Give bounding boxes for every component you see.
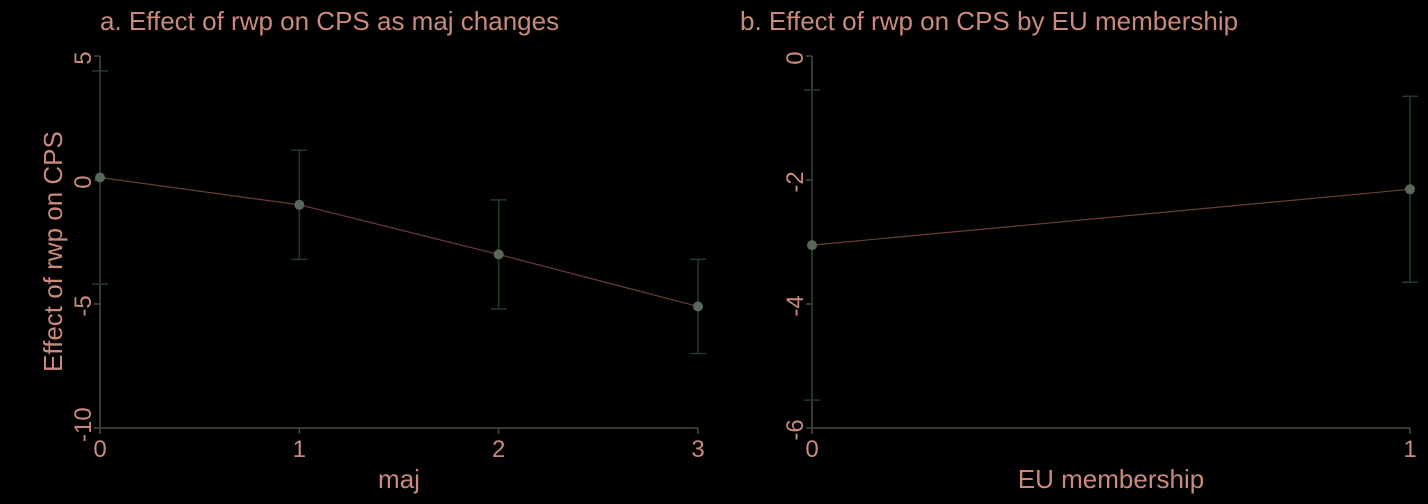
panel-title-a: a. Effect of rwp on CPS as maj changes [100, 6, 559, 37]
x-tick-label: 0 [80, 436, 120, 464]
plot-area-a [100, 56, 698, 428]
x-tick-label: 1 [1390, 436, 1428, 464]
x-tick-label: 0 [792, 436, 832, 464]
y-tick-label: 0 [782, 46, 810, 70]
series-line [100, 178, 698, 307]
y-tick-label: -2 [782, 170, 810, 194]
series-line [812, 189, 1410, 245]
x-tick-label: 2 [479, 436, 519, 464]
y-tick-label: -4 [782, 294, 810, 318]
figure-root: a. Effect of rwp on CPS as maj changes-1… [0, 0, 1428, 504]
data-marker [294, 200, 304, 210]
y-axis-label-a: Effect of rwp on CPS [38, 131, 69, 372]
x-axis-label-b: EU membership [991, 464, 1231, 495]
x-tick-label: 3 [678, 436, 718, 464]
y-tick-label: 5 [70, 46, 98, 70]
data-marker [693, 301, 703, 311]
plot-area-b [812, 56, 1410, 428]
y-tick-label: 0 [70, 170, 98, 194]
data-marker [807, 240, 817, 250]
data-marker [1405, 184, 1415, 194]
data-marker [494, 249, 504, 259]
panel-title-b: b. Effect of rwp on CPS by EU membership [740, 6, 1238, 37]
x-tick-label: 1 [279, 436, 319, 464]
x-axis-label-a: maj [279, 464, 519, 495]
y-tick-label: -5 [70, 294, 98, 318]
